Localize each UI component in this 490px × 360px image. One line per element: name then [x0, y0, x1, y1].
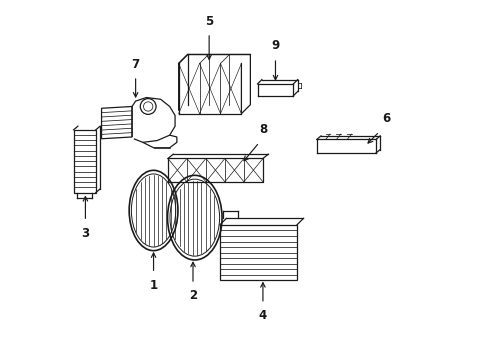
Text: 3: 3	[81, 227, 90, 240]
Text: 7: 7	[131, 58, 140, 71]
Text: 9: 9	[271, 39, 280, 51]
Text: 6: 6	[382, 112, 390, 126]
Text: 4: 4	[259, 309, 267, 322]
Text: 2: 2	[189, 289, 197, 302]
Text: 8: 8	[260, 123, 268, 136]
Text: 1: 1	[149, 279, 158, 292]
Text: 5: 5	[205, 15, 213, 28]
